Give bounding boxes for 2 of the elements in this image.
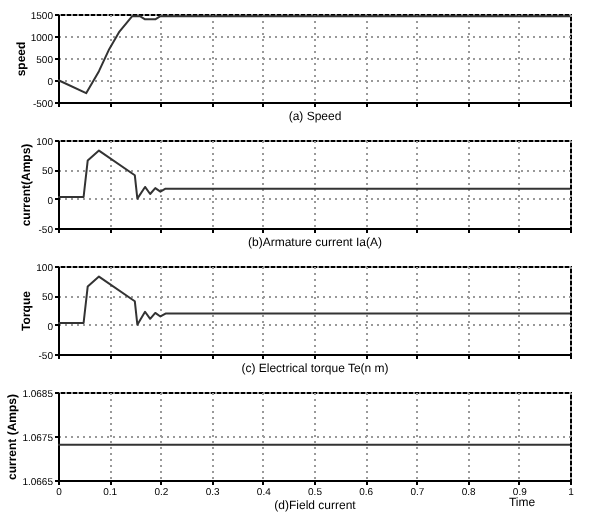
line-series [57,275,571,326]
line-series [57,149,571,200]
